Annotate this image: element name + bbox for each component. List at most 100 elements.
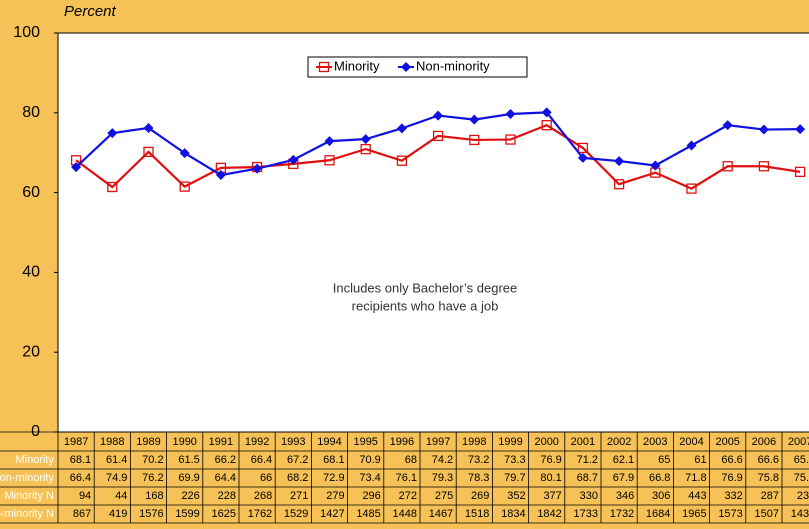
x-tick-label: 2004 <box>679 436 703 448</box>
marker <box>215 170 226 181</box>
marker <box>505 134 516 145</box>
table-cell: 68.2 <box>287 472 308 484</box>
table-cell: 1625 <box>212 508 236 520</box>
table-cell: 66.4 <box>251 454 272 466</box>
series-line <box>75 123 801 190</box>
table-cell: 75.8 <box>758 472 779 484</box>
marker <box>179 148 190 159</box>
table-cell: 70.2 <box>142 454 163 466</box>
x-tick-label: 1999 <box>498 436 522 448</box>
annotation: Includes only Bachelor’s degree <box>333 280 518 295</box>
marker <box>686 140 697 151</box>
table-cell: 330 <box>580 490 598 502</box>
table-cell: 1427 <box>320 508 344 520</box>
table-cell: 287 <box>761 490 779 502</box>
marker <box>686 183 697 194</box>
table-cell: 76.9 <box>721 472 742 484</box>
legend-label: Minority <box>334 58 380 73</box>
table-cell: 67.9 <box>613 472 634 484</box>
marker <box>360 134 371 145</box>
x-tick-label: 2000 <box>534 436 558 448</box>
table-cell: 1732 <box>610 508 634 520</box>
table-cell: 1684 <box>646 508 670 520</box>
table-cell: 1842 <box>537 508 561 520</box>
table-cell: 71.2 <box>577 454 598 466</box>
marker <box>577 142 589 154</box>
table-cell: 306 <box>652 490 670 502</box>
table-cell: 73.4 <box>359 472 380 484</box>
marker <box>613 179 625 190</box>
marker <box>505 108 516 119</box>
table-cell: 272 <box>399 490 417 502</box>
table-cell: 168 <box>145 490 163 502</box>
marker <box>107 128 118 139</box>
marker <box>401 62 411 72</box>
marker <box>288 154 299 165</box>
x-tick-label: 1995 <box>353 436 377 448</box>
table-cell: 1576 <box>139 508 163 520</box>
table-cell: 69.9 <box>178 472 199 484</box>
table-cell: 1834 <box>501 508 525 520</box>
y-tick-label: 60 <box>22 184 40 201</box>
y-tick-label: 20 <box>22 343 40 360</box>
marker <box>252 163 263 174</box>
table-cell: 76.9 <box>540 454 561 466</box>
marker <box>396 155 408 166</box>
table-cell: 279 <box>326 490 344 502</box>
table-cell: 1507 <box>755 508 779 520</box>
x-tick-label: 1989 <box>136 436 160 448</box>
marker <box>107 181 118 193</box>
marker <box>360 143 371 155</box>
table-cell: 62.1 <box>613 454 634 466</box>
table-cell: 68.7 <box>577 472 598 484</box>
table-cell: 61.4 <box>106 454 127 466</box>
table-cell: 76.1 <box>396 472 417 484</box>
table-cell: 74.9 <box>106 472 127 484</box>
table-cell: 65 <box>658 454 670 466</box>
table-cell: 269 <box>471 490 489 502</box>
table-cell: 73.2 <box>468 454 489 466</box>
marker <box>758 161 770 172</box>
marker <box>71 162 82 173</box>
y-tick-label: 40 <box>22 264 40 281</box>
marker <box>143 146 154 158</box>
x-tick-label: 1988 <box>100 436 124 448</box>
table-cell: 296 <box>362 490 380 502</box>
x-tick-label: 1991 <box>209 436 233 448</box>
table-cell: 1467 <box>429 508 453 520</box>
table-cell: 65.2 <box>794 454 809 466</box>
marker <box>324 136 335 147</box>
table-cell: 64.4 <box>215 472 236 484</box>
table-cell: 268 <box>254 490 272 502</box>
table-cell: 1599 <box>175 508 199 520</box>
table-cell: 1965 <box>682 508 706 520</box>
table-cell: 61 <box>694 454 706 466</box>
table-cell: 228 <box>218 490 236 502</box>
table-cell: 1762 <box>248 508 272 520</box>
marker <box>433 110 444 121</box>
marker <box>722 120 733 131</box>
table-cell: 230 <box>797 490 809 502</box>
table-cell: 1518 <box>465 508 489 520</box>
table-cell: 68.1 <box>323 454 344 466</box>
table-cell: 66.6 <box>758 454 779 466</box>
table-cell: 75.9 <box>794 472 809 484</box>
table-cell: 419 <box>109 508 127 520</box>
table-cell: 76.2 <box>142 472 163 484</box>
table-cell: 61.5 <box>178 454 199 466</box>
table-cell: 332 <box>724 490 742 502</box>
marker <box>541 120 552 131</box>
x-tick-label: 2003 <box>643 436 667 448</box>
table-cell: 1430 <box>791 508 809 520</box>
x-tick-label: 1993 <box>281 436 305 448</box>
table-cell: 44 <box>115 490 127 502</box>
marker <box>577 152 588 163</box>
marker <box>432 130 444 142</box>
row-label: Non-minority <box>0 472 54 484</box>
plot-area <box>57 32 809 433</box>
table-cell: 1448 <box>393 508 417 520</box>
row-label: Minority <box>15 454 54 466</box>
table-cell: 226 <box>181 490 199 502</box>
y-tick-label: 80 <box>22 104 40 121</box>
